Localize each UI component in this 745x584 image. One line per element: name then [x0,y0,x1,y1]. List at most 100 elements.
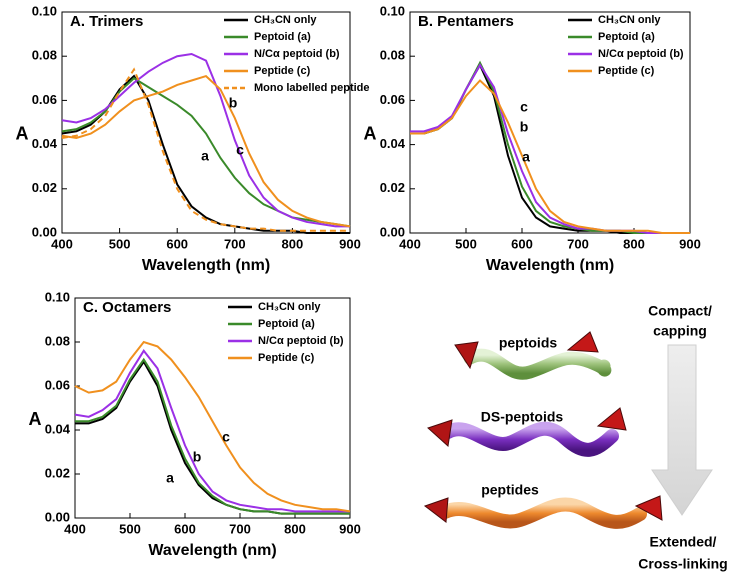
y-tick-label: 0.00 [32,224,57,239]
y-tick-label: 0.10 [45,289,70,304]
chart-panel: 0.00 0.02 0.04 0.06 0.08 0.10 400 500 600 700 800 9… [16,3,370,274]
curve-annotation: c [222,429,230,445]
legend-label: CH₃CN only [258,301,321,313]
curve-annotation: c [236,142,244,158]
diagram: peptoids DS-peptoids peptides Compact/ c… [423,303,728,572]
x-tick-label: 900 [679,236,701,251]
y-tick-label: 0.00 [380,224,405,239]
y-tick-label: 0.04 [32,136,58,151]
curve-annotation: b [229,95,238,111]
trend-label: Extended/ [650,534,717,550]
x-axis-label: Wavelength (nm) [148,542,276,559]
x-tick-label: 700 [229,521,251,536]
series-line [74,349,350,513]
curve-annotation: c [520,99,528,115]
y-tick-label: 0.00 [45,509,70,524]
curve-annotation: b [520,119,529,135]
series-line [410,63,690,234]
y-tick-label: 0.04 [45,421,71,436]
diagram-label: peptoids [499,335,558,351]
y-tick-label: 0.08 [32,48,57,63]
y-tick-label: 0.08 [380,48,405,63]
x-tick-label: 600 [511,236,533,251]
x-tick-label: 400 [399,236,421,251]
x-tick-label: 400 [51,236,73,251]
series-line [61,74,351,228]
trend-label: capping [653,323,707,339]
legend-label: CH₃CN only [598,14,661,26]
end-cap [634,495,663,521]
x-axis-label: Wavelength (nm) [486,257,614,274]
chart-panel: 0.00 0.02 0.04 0.06 0.08 0.10 400 500 600 700 800 9… [364,3,701,274]
x-tick-label: 700 [567,236,589,251]
legend-label: Peptide (c) [258,352,315,364]
diagram-label: DS-peptoids [481,409,564,425]
trend-arrow [651,344,713,516]
trend-label: Compact/ [648,303,712,319]
x-tick-label: 600 [174,521,196,536]
y-axis-label: A [29,409,42,429]
x-tick-label: 500 [109,236,131,251]
x-tick-label: 600 [166,236,188,251]
chart-title: A. Trimers [70,13,143,30]
x-tick-label: 900 [339,521,361,536]
series-line [61,67,350,232]
curve-annotation: a [522,149,530,165]
end-cap [423,497,449,523]
x-tick-label: 700 [224,236,246,251]
diagram-label: peptides [481,482,539,498]
series-line [410,62,690,234]
y-tick-label: 0.02 [380,180,405,195]
legend-label: N/Cα peptoid (b) [254,48,340,60]
legend-label: Peptide (c) [598,65,655,77]
y-tick-label: 0.02 [32,180,57,195]
legend-label: Peptide (c) [254,65,311,77]
y-tick-label: 0.06 [380,92,405,107]
legend-label: Peptoid (a) [598,31,655,43]
legend-label: N/Cα peptoid (b) [598,48,684,60]
end-cap [427,419,453,447]
ds-peptoid-ribbon [441,421,619,457]
x-tick-label: 800 [282,236,304,251]
legend-label: Peptoid (a) [258,318,315,330]
end-cap [596,407,627,431]
trend-label: Cross-linking [638,556,727,572]
series-line [61,52,350,228]
chart-panel: 0.00 0.02 0.04 0.06 0.08 0.10 400 500 600 700 800 9… [29,289,361,559]
y-tick-label: 0.02 [45,465,70,480]
legend-label: CH₃CN only [254,14,317,26]
x-tick-label: 800 [623,236,645,251]
curve-annotation: a [201,148,209,164]
curve-annotation: b [193,449,202,465]
x-tick-label: 400 [64,521,86,536]
series-line [75,357,350,515]
end-cap [454,341,479,370]
peptoid-ribbon [463,348,612,380]
legend-label: Peptoid (a) [254,31,311,43]
y-tick-label: 0.10 [380,3,405,18]
x-axis-label: Wavelength (nm) [142,257,270,274]
y-tick-label: 0.08 [45,333,70,348]
x-tick-label: 500 [119,521,141,536]
peptide-ribbon [438,497,647,529]
y-tick-label: 0.10 [32,3,57,18]
plot-frame [409,11,691,234]
end-cap [566,331,599,353]
y-tick-label: 0.06 [45,377,70,392]
y-axis-label: A [364,123,377,143]
series-line [410,79,690,234]
plot-frame [74,297,351,519]
chart-title: C. Octamers [83,299,171,316]
x-tick-label: 800 [284,521,306,536]
chart-title: B. Pentamers [418,13,514,30]
legend-label: N/Cα peptoid (b) [258,335,344,347]
x-tick-label: 500 [455,236,477,251]
plot-frame [61,11,351,234]
legend-label: Mono labelled peptide [254,82,370,94]
y-tick-label: 0.06 [32,92,57,107]
series-line [410,60,690,234]
curve-annotation: a [166,470,174,486]
y-axis-label: A [16,123,29,143]
x-tick-label: 900 [339,236,361,251]
